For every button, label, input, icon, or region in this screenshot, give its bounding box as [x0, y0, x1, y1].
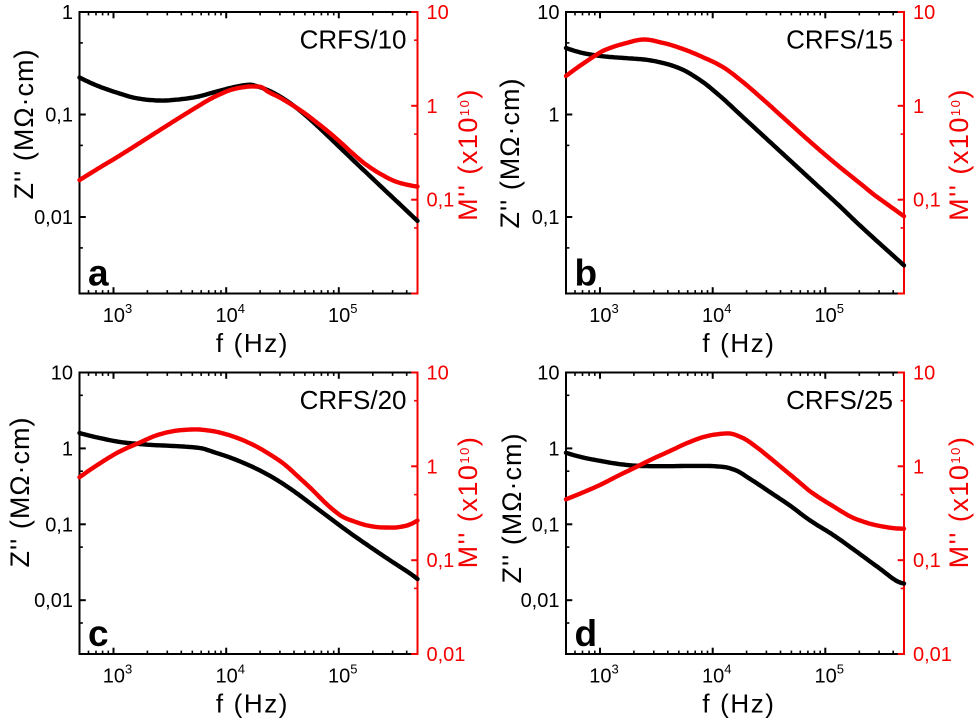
svg-text:1: 1: [913, 96, 924, 118]
svg-text:0,1: 0,1: [45, 105, 73, 127]
svg-text:1: 1: [427, 456, 438, 478]
svg-text:CRFS/25: CRFS/25: [786, 385, 893, 415]
svg-text:CRFS/10: CRFS/10: [300, 25, 407, 55]
svg-text:1: 1: [913, 456, 924, 478]
svg-text:0,1: 0,1: [913, 550, 941, 572]
svg-text:0,1: 0,1: [532, 207, 560, 229]
svg-text:1: 1: [62, 2, 73, 24]
svg-text:f (Hz): f (Hz): [702, 328, 775, 358]
svg-text:10: 10: [913, 363, 935, 385]
svg-text:b: b: [575, 253, 598, 294]
svg-text:10: 10: [427, 363, 449, 385]
svg-text:0,1: 0,1: [45, 514, 73, 536]
svg-text:10: 10: [427, 2, 449, 24]
svg-text:10: 10: [913, 2, 935, 24]
svg-text:1: 1: [548, 105, 559, 127]
svg-text:Z'' (MΩ·cm): Z'' (MΩ·cm): [497, 433, 527, 584]
svg-text:CRFS/20: CRFS/20: [300, 385, 407, 415]
svg-text:10: 10: [537, 2, 559, 24]
svg-text:1: 1: [62, 438, 73, 460]
svg-text:0,01: 0,01: [34, 590, 73, 612]
svg-text:f (Hz): f (Hz): [216, 328, 289, 358]
svg-text:10: 10: [51, 363, 73, 385]
svg-text:Z'' (MΩ·cm): Z'' (MΩ·cm): [9, 49, 39, 200]
svg-text:0,1: 0,1: [427, 190, 455, 212]
svg-text:105: 105: [815, 662, 844, 688]
svg-text:Z'' (MΩ·cm): Z'' (MΩ·cm): [495, 78, 525, 229]
svg-text:a: a: [88, 253, 109, 294]
svg-text:CRFS/15: CRFS/15: [786, 25, 893, 55]
svg-text:1: 1: [548, 438, 559, 460]
svg-text:0,01: 0,01: [34, 207, 73, 229]
svg-text:0,1: 0,1: [532, 514, 560, 536]
svg-text:0,01: 0,01: [913, 644, 952, 666]
svg-text:0,1: 0,1: [427, 550, 455, 572]
svg-text:1: 1: [427, 96, 438, 118]
svg-text:c: c: [88, 613, 109, 654]
svg-text:0,1: 0,1: [913, 190, 941, 212]
svg-text:Z'' (MΩ·cm): Z'' (MΩ·cm): [5, 417, 35, 568]
svg-text:f (Hz): f (Hz): [702, 689, 775, 719]
svg-text:f (Hz): f (Hz): [216, 689, 289, 719]
svg-text:d: d: [575, 613, 598, 654]
svg-text:10: 10: [537, 363, 559, 385]
svg-text:0,01: 0,01: [521, 590, 560, 612]
svg-text:0,01: 0,01: [427, 644, 466, 666]
